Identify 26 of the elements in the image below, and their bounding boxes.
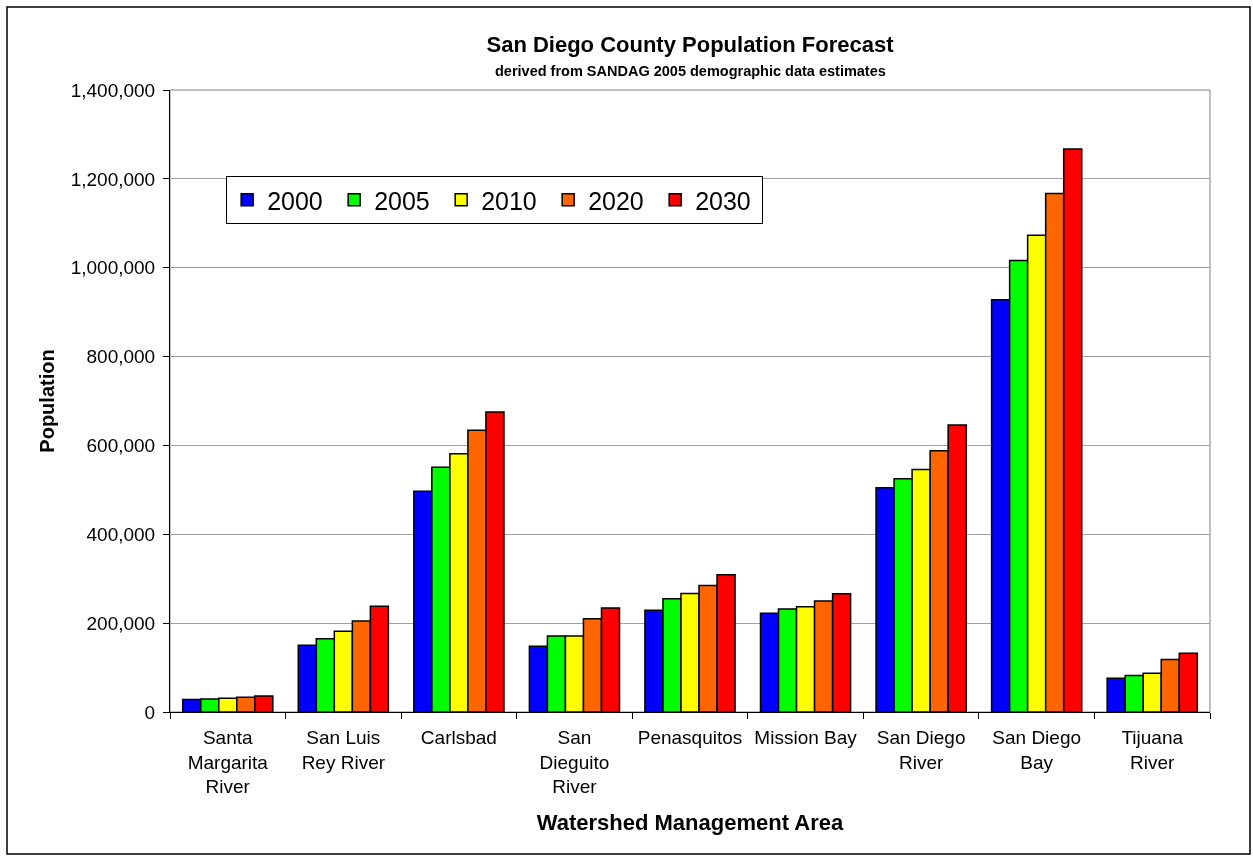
y-tick-label: 600,000: [86, 435, 156, 457]
x-tick-label: Carlsbad: [420, 726, 497, 748]
legend-label: 2020: [588, 186, 644, 215]
chart-title: San Diego County Population Forecast: [486, 32, 895, 58]
x-tick-label: San Dieguito River: [539, 726, 610, 798]
x-tick-label: Mission Bay: [754, 726, 858, 748]
y-tick-label: 200,000: [86, 612, 156, 634]
legend-label: 2000: [267, 186, 323, 215]
x-tick-label: San Diego Bay: [992, 726, 1082, 773]
y-tick-label: 1,000,000: [70, 257, 156, 279]
chart-subtitle: derived from SANDAG 2005 demographic data estimates: [495, 63, 886, 79]
y-tick-label: 800,000: [86, 346, 156, 368]
legend-label: 2005: [374, 186, 430, 215]
x-tick-label: Tijuana River: [1121, 726, 1184, 773]
x-axis-title: Watershed Management Area: [536, 810, 844, 836]
x-tick-label: Penasquitos: [637, 726, 743, 748]
x-tick-label: Santa Margarita River: [187, 726, 269, 798]
legend-label: 2010: [481, 186, 537, 215]
x-tick-label: San Diego River: [876, 726, 966, 773]
y-tick-label: 400,000: [86, 523, 156, 545]
legend-label: 2030: [695, 186, 751, 215]
y-tick-label: 1,400,000: [70, 79, 156, 101]
y-tick-label: 0: [144, 701, 156, 723]
x-tick-label: San Luis Rey River: [301, 726, 386, 773]
y-tick-label: 1,200,000: [70, 168, 156, 190]
y-axis-title: Population: [36, 349, 59, 453]
